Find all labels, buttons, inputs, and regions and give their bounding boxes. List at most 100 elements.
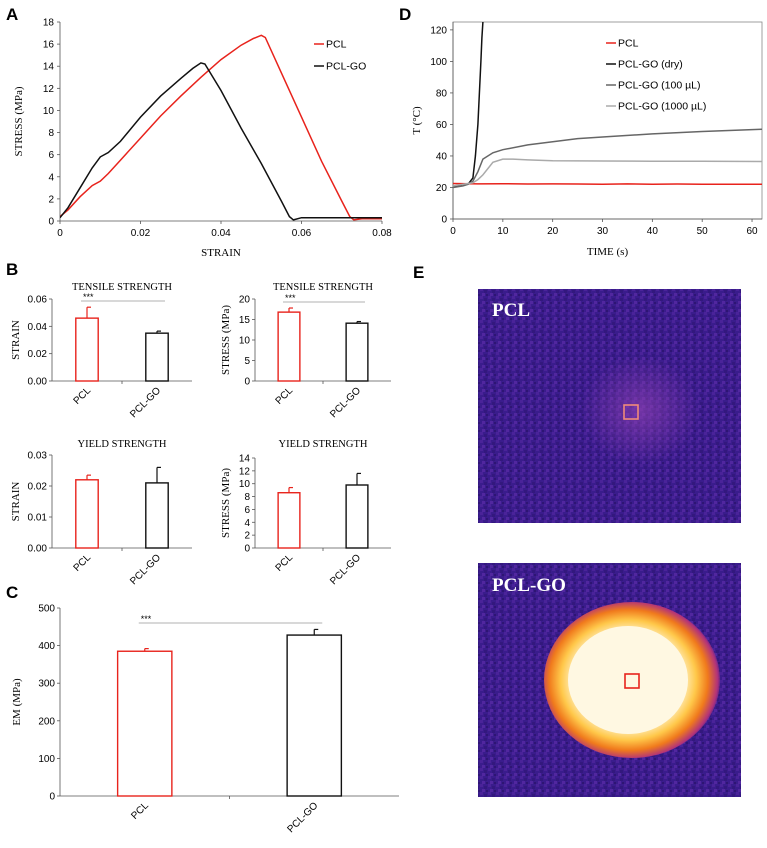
x-tick-label: 0: [450, 226, 456, 237]
y-axis-title: STRAIN: [10, 320, 22, 360]
y-tick-label: 80: [436, 88, 448, 99]
chart-title: YIELD STRENGTH: [279, 439, 368, 450]
y-tick-label: 4: [244, 518, 250, 529]
y-tick-label: 4: [48, 172, 54, 183]
bar-pcl: [75, 479, 99, 549]
series-line-pcl: [453, 182, 762, 186]
legend-label: PCL: [618, 38, 639, 50]
chart-title: TENSILE STRENGTH: [72, 282, 172, 293]
y-tick-label: 0: [49, 792, 55, 803]
x-tick-label: PCL: [129, 800, 151, 822]
x-tick-label: 60: [746, 226, 758, 237]
y-tick-label: 0.00: [28, 544, 48, 555]
y-tick-label: 8: [48, 128, 54, 139]
legend-label: PCL: [326, 39, 347, 51]
y-tick-label: 6: [48, 150, 54, 161]
x-tick-label: PCL-GO: [128, 385, 163, 420]
bar-pcl-go: [345, 484, 369, 549]
significance-marker: ***: [285, 293, 296, 303]
y-tick-label: 0: [244, 377, 250, 388]
panel-label-c: C: [6, 583, 18, 602]
y-tick-label: 8: [244, 492, 250, 503]
x-tick-label: 30: [597, 226, 609, 237]
y-axis-title: T (°C): [411, 106, 423, 135]
panel-label-e: E: [413, 263, 424, 282]
y-tick-label: 10: [239, 479, 251, 490]
legend-label: PCL-GO (1000 µL): [618, 101, 706, 113]
y-tick-label: 60: [436, 120, 448, 131]
chart-temperature-time: 0 20 40 60 80 100 120 0 10 20 30 40 50 60 TIME (s) T (°…: [411, 21, 763, 258]
y-tick-label: 14: [239, 454, 251, 465]
y-tick-label: 20: [436, 183, 448, 194]
y-tick-label: 20: [239, 295, 251, 306]
panel-label-a: A: [6, 5, 18, 24]
y-tick-label: 300: [38, 679, 55, 690]
series-line-pcl-go-dry-: [453, 21, 484, 187]
thermal-image-pcl: PCL: [478, 289, 741, 523]
y-tick-label: 10: [239, 336, 251, 347]
y-tick-label: 5: [244, 356, 250, 367]
x-tick-label: PCL-GO: [128, 552, 163, 587]
roi-marker-bottom: [624, 673, 640, 689]
chart-title: TENSILE STRENGTH: [273, 282, 373, 293]
y-tick-label: 15: [239, 315, 251, 326]
y-tick-label: 0.02: [28, 482, 48, 493]
panel-label-d: D: [399, 5, 411, 24]
legend-label: PCL-GO (dry): [618, 59, 683, 71]
y-tick-label: 0.03: [28, 451, 48, 462]
x-tick-label: 10: [497, 226, 509, 237]
x-tick-label: 0: [57, 228, 63, 239]
x-tick-label: 20: [547, 226, 559, 237]
y-tick-label: 0.06: [28, 295, 48, 306]
x-tick-label: PCL-GO: [328, 552, 363, 587]
y-axis-title: EM (MPa): [11, 678, 23, 726]
x-tick-label: PCL: [72, 552, 94, 574]
x-tick-label: PCL-GO: [328, 385, 363, 420]
bar-pcl: [75, 317, 99, 382]
y-tick-label: 18: [43, 18, 55, 29]
y-tick-label: 40: [436, 151, 448, 162]
y-tick-label: 120: [430, 25, 447, 36]
thermal-image-pcl-go: PCL-GO: [478, 563, 741, 797]
roi-marker-top: [623, 404, 639, 420]
y-tick-label: 0.04: [28, 322, 48, 333]
y-tick-label: 6: [244, 505, 250, 516]
plot-frame: [452, 21, 763, 220]
x-tick-label: 40: [647, 226, 659, 237]
x-tick-label: 0.04: [211, 228, 231, 239]
series-line-pcl: [60, 34, 382, 221]
x-axis-title: TIME (s): [587, 246, 629, 258]
series-line-pcl-go: [60, 62, 382, 221]
bar-pcl-go: [145, 482, 169, 549]
y-axis-title: STRESS (MPa): [220, 468, 232, 538]
x-tick-label: PCL-GO: [285, 800, 320, 835]
significance-marker: ***: [141, 614, 152, 624]
chart-tensile-stress: 0 5 10 15 20 STRESS (MPa) TENSILE STRENGTH PCL P…: [220, 282, 391, 420]
y-tick-label: 100: [38, 754, 55, 765]
y-tick-label: 12: [239, 466, 251, 477]
y-tick-label: 16: [43, 40, 55, 51]
y-tick-label: 100: [430, 57, 447, 68]
thermal-label-pcl: PCL: [492, 300, 530, 321]
y-tick-label: 200: [38, 716, 55, 727]
y-tick-label: 0.01: [28, 513, 48, 524]
panel-label-b: B: [6, 260, 18, 279]
y-tick-label: 14: [43, 62, 55, 73]
chart-yield-strain: 0.00 0.01 0.02 0.03 STRAIN YIELD STRENGTH PCL P…: [10, 439, 192, 587]
significance-marker: ***: [83, 292, 94, 302]
y-axis-title: STRESS (MPa): [13, 86, 25, 156]
bar-pcl: [277, 492, 301, 549]
y-axis-title: STRAIN: [10, 482, 22, 522]
bar-pcl-go: [345, 322, 369, 382]
y-tick-label: 0.00: [28, 377, 48, 388]
bar-pcl-go: [145, 332, 169, 382]
y-tick-label: 0.02: [28, 349, 48, 360]
x-tick-label: PCL: [274, 552, 296, 574]
y-tick-label: 12: [43, 84, 55, 95]
y-tick-label: 400: [38, 641, 55, 652]
x-tick-label: PCL: [72, 385, 94, 407]
x-axis-title: STRAIN: [201, 247, 241, 259]
legend-label: PCL-GO (100 µL): [618, 80, 701, 92]
